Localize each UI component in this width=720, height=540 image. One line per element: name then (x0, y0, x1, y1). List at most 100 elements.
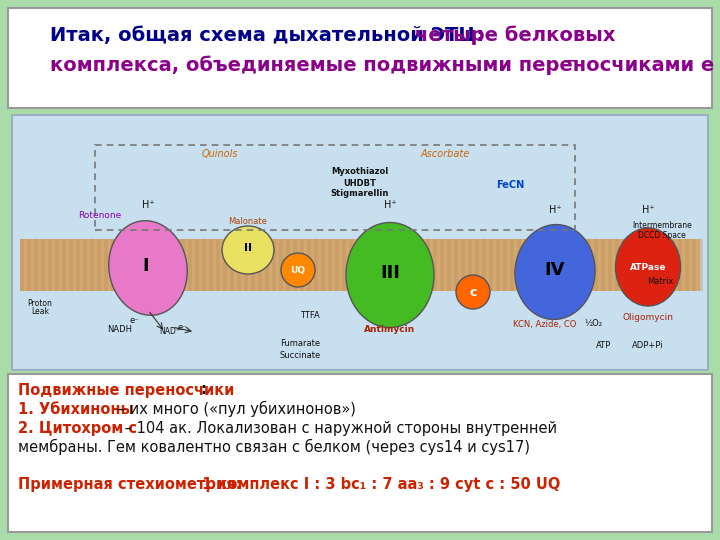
Text: ½O₂: ½O₂ (584, 319, 602, 327)
Bar (608, 239, 611, 291)
Bar (83, 239, 86, 291)
Bar (328, 239, 331, 291)
Bar (405, 239, 408, 291)
FancyBboxPatch shape (8, 8, 712, 108)
Text: Подвижные переносчики: Подвижные переносчики (18, 382, 235, 397)
Bar (650, 239, 654, 291)
Text: 1 комплекс I : 3 bc₁ : 7 aa₃ : 9 cyt c : 50 UQ: 1 комплекс I : 3 bc₁ : 7 aa₃ : 9 cyt c :… (197, 477, 560, 492)
Bar (342, 239, 346, 291)
Bar (559, 239, 562, 291)
Bar (643, 239, 647, 291)
Ellipse shape (222, 226, 274, 274)
Ellipse shape (109, 221, 187, 315)
Bar (419, 239, 423, 291)
Text: TTFA: TTFA (300, 310, 320, 320)
Bar (251, 239, 254, 291)
Text: ATP: ATP (596, 341, 611, 349)
Bar (685, 239, 688, 291)
Bar (132, 239, 135, 291)
Bar (321, 239, 325, 291)
Text: мембраны. Гем ковалентно связан с белком (через cys14 и cys17): мембраны. Гем ковалентно связан с белком… (18, 439, 530, 455)
Bar (279, 239, 282, 291)
Text: Oligomycin: Oligomycin (623, 314, 673, 322)
Bar (594, 239, 598, 291)
Bar (363, 239, 366, 291)
Bar (244, 239, 248, 291)
Bar (202, 239, 205, 291)
Bar (545, 239, 549, 291)
Bar (636, 239, 639, 291)
Bar (20, 239, 700, 291)
Bar (447, 239, 451, 291)
Text: H⁺: H⁺ (384, 200, 396, 210)
Text: четыре белковых: четыре белковых (415, 25, 616, 45)
Bar (538, 239, 541, 291)
Bar (615, 239, 618, 291)
Bar (265, 239, 269, 291)
Bar (55, 239, 58, 291)
Text: Ascorbate: Ascorbate (420, 149, 469, 159)
FancyBboxPatch shape (12, 115, 708, 370)
Bar (426, 239, 430, 291)
Bar (230, 239, 233, 291)
Bar (678, 239, 682, 291)
Text: e⁻: e⁻ (130, 316, 140, 325)
Bar (146, 239, 150, 291)
Bar (552, 239, 556, 291)
Text: ADP+Pi: ADP+Pi (632, 341, 664, 349)
Text: комплекса, объединяемые подвижными переносчиками е: комплекса, объединяемые подвижными перен… (50, 55, 714, 75)
Bar (573, 239, 577, 291)
Bar (657, 239, 660, 291)
Bar (139, 239, 143, 291)
Ellipse shape (346, 222, 434, 327)
Bar (671, 239, 675, 291)
Bar (524, 239, 528, 291)
Ellipse shape (616, 228, 680, 306)
Text: DCCD Space: DCCD Space (638, 231, 686, 240)
Bar (286, 239, 289, 291)
Text: Итак, общая схема дыхательной ЭТЦ:: Итак, общая схема дыхательной ЭТЦ: (50, 25, 491, 44)
Bar (41, 239, 45, 291)
Bar (622, 239, 626, 291)
Bar (181, 239, 184, 291)
Bar (461, 239, 464, 291)
Text: Malonate: Malonate (228, 218, 267, 226)
Text: Quinols: Quinols (202, 149, 238, 159)
Bar (531, 239, 534, 291)
Bar (349, 239, 353, 291)
Circle shape (456, 275, 490, 309)
Text: UHDBT: UHDBT (343, 179, 377, 187)
Text: UQ: UQ (290, 266, 305, 274)
Text: Примерная стехиометрия:: Примерная стехиометрия: (18, 477, 241, 492)
Text: III: III (380, 264, 400, 282)
Bar (307, 239, 310, 291)
Bar (370, 239, 374, 291)
Text: 1. Убихиноны: 1. Убихиноны (18, 402, 134, 416)
Text: Myxothiazol: Myxothiazol (331, 167, 389, 177)
Bar (188, 239, 192, 291)
Text: H⁺: H⁺ (142, 200, 154, 210)
Bar (69, 239, 73, 291)
Bar (272, 239, 276, 291)
Bar (125, 239, 128, 291)
Bar (384, 239, 387, 291)
Bar (160, 239, 163, 291)
Text: NADH: NADH (107, 326, 132, 334)
Bar (454, 239, 457, 291)
Bar (195, 239, 199, 291)
Bar (314, 239, 318, 291)
Bar (517, 239, 521, 291)
Bar (97, 239, 101, 291)
Text: c: c (469, 286, 477, 299)
Bar (111, 239, 114, 291)
Bar (300, 239, 304, 291)
Text: Stigmarellin: Stigmarellin (330, 190, 390, 199)
Text: NAD⁺: NAD⁺ (160, 327, 181, 336)
Bar (391, 239, 395, 291)
Bar (76, 239, 79, 291)
FancyBboxPatch shape (8, 374, 712, 532)
Bar (104, 239, 107, 291)
Bar (335, 239, 338, 291)
Bar (398, 239, 402, 291)
Bar (629, 239, 632, 291)
